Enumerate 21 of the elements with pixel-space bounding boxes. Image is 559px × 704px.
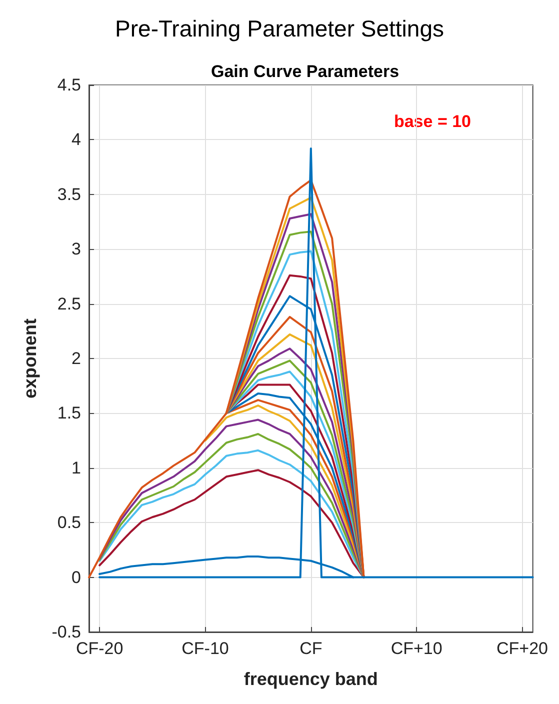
- x-axis-title: frequency band: [244, 669, 378, 689]
- y-tick-label: 4: [72, 130, 81, 150]
- y-tick-label: 3: [72, 240, 81, 259]
- y-tick-label: 1.5: [57, 404, 81, 423]
- y-tick-label: 1: [72, 458, 81, 478]
- y-tick-label: 0.5: [57, 513, 81, 532]
- x-tick-label: CF+20: [496, 639, 548, 658]
- y-tick-label: 4.5: [57, 76, 81, 94]
- x-tick-label: CF: [300, 639, 322, 658]
- x-tick-label: CF-10: [182, 639, 229, 658]
- y-tick-label: 0: [72, 568, 81, 587]
- y-tick-label: 3.5: [57, 184, 81, 204]
- y-tick-label: 2.5: [57, 294, 81, 314]
- x-tick-label: CF+10: [390, 639, 442, 658]
- annotation: base = 10: [394, 112, 471, 131]
- y-tick-label: -0.5: [52, 622, 81, 642]
- chart-title: Pre-Training Parameter Settings: [115, 16, 444, 42]
- y-axis-title: exponent: [20, 318, 40, 399]
- y-tick-label: 2: [72, 349, 81, 368]
- x-tick-label: CF-20: [76, 639, 124, 658]
- chart-subtitle: Gain Curve Parameters: [210, 62, 400, 81]
